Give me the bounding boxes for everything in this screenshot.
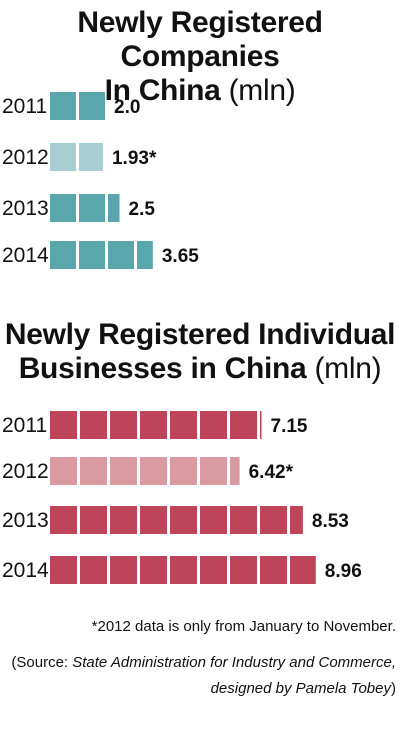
chart1-title: Newly Registered Companies In China (mln… <box>0 6 400 108</box>
bar-segment <box>80 411 107 439</box>
bar-segment <box>108 241 134 269</box>
bar-segment <box>50 556 77 584</box>
bar-segment <box>170 457 197 485</box>
value-label-2-2013: 8.53 <box>312 511 349 532</box>
chart1-title-line1: Newly Registered Companies <box>77 6 323 73</box>
bar-segment <box>140 556 167 584</box>
value-label-2-2012: 6.42* <box>249 462 294 483</box>
chart1-title-line2: In China <box>104 74 221 107</box>
year-label-1-2013: 2013 <box>2 197 49 220</box>
bar-segment <box>290 506 303 534</box>
bar-segment <box>230 411 257 439</box>
bar-2-2012 <box>50 457 240 485</box>
bar-segment <box>110 556 137 584</box>
source-suffix: ) <box>391 680 396 697</box>
bar-segment <box>137 241 153 269</box>
bar-segment <box>80 457 107 485</box>
bar-segment <box>200 556 227 584</box>
year-label-2-2012: 2012 <box>2 460 49 483</box>
bar-segment <box>170 506 197 534</box>
bar-segment <box>230 457 240 485</box>
bar-segment <box>140 457 167 485</box>
year-label-1-2014: 2014 <box>2 244 49 267</box>
bar-segment <box>110 411 137 439</box>
year-label-2-2014: 2014 <box>2 559 49 582</box>
bar-segment <box>50 506 77 534</box>
value-label-1-2014: 3.65 <box>162 246 199 267</box>
bar-segment <box>79 143 103 171</box>
source-prefix: (Source: <box>11 654 73 671</box>
value-label-1-2011: 2.0 <box>114 97 140 118</box>
bar-segment <box>79 92 105 120</box>
bar-segment <box>200 411 227 439</box>
bar-segment <box>50 411 77 439</box>
bar-segment <box>110 457 137 485</box>
bar-segment <box>79 194 105 222</box>
chart2-unit: (mln) <box>314 352 382 385</box>
bar-segment <box>50 194 76 222</box>
bar-segment <box>230 506 257 534</box>
year-label-2-2011: 2011 <box>2 414 47 437</box>
bar-segment <box>230 556 257 584</box>
chart1-unit: (mln) <box>228 74 296 107</box>
source-designer: designed by Pamela Tobey <box>210 680 391 697</box>
bar-2-2014 <box>50 556 316 584</box>
year-label-1-2011: 2011 <box>2 95 47 118</box>
bar-segment <box>80 556 107 584</box>
bar-2-2013 <box>50 506 303 534</box>
bar-segment <box>260 506 287 534</box>
chart2-title: Newly Registered Individual Businesses i… <box>0 318 400 386</box>
bar-segment <box>110 506 137 534</box>
bar-2-2011 <box>50 411 262 439</box>
bar-segment <box>200 506 227 534</box>
bar-segment <box>140 506 167 534</box>
value-label-1-2013: 2.5 <box>129 199 156 220</box>
bar-segment <box>108 194 120 222</box>
bar-1-2013 <box>50 194 120 222</box>
year-label-2-2013: 2013 <box>2 509 49 532</box>
bar-segment <box>290 556 316 584</box>
bar-segment <box>200 457 227 485</box>
chart2-title-line1: Newly Registered Individual <box>4 318 396 351</box>
source-line2: designed by Pamela Tobey) <box>0 680 396 697</box>
bar-1-2011 <box>50 92 105 120</box>
bar-segment <box>50 143 76 171</box>
bar-segment <box>50 241 76 269</box>
bar-1-2012 <box>50 143 103 171</box>
bar-segment <box>80 506 107 534</box>
bar-segment <box>79 241 105 269</box>
bar-1-2014 <box>50 241 153 269</box>
source-line1: (Source: State Administration for Indust… <box>0 654 396 671</box>
value-label-1-2012: 1.93* <box>112 148 157 169</box>
bar-segment <box>260 411 262 439</box>
value-label-2-2011: 7.15 <box>271 416 308 437</box>
bar-segment <box>140 411 167 439</box>
footnote: *2012 data is only from January to Novem… <box>91 618 396 635</box>
source-name: State Administration for Industry and Co… <box>72 654 396 671</box>
bar-segment <box>50 457 77 485</box>
year-label-1-2012: 2012 <box>2 146 49 169</box>
bar-segment <box>170 411 197 439</box>
chart2-title-line2: Businesses in China <box>18 352 307 385</box>
value-label-2-2014: 8.96 <box>325 561 362 582</box>
bar-segment <box>50 92 76 120</box>
bar-segment <box>170 556 197 584</box>
bar-segment <box>260 556 287 584</box>
